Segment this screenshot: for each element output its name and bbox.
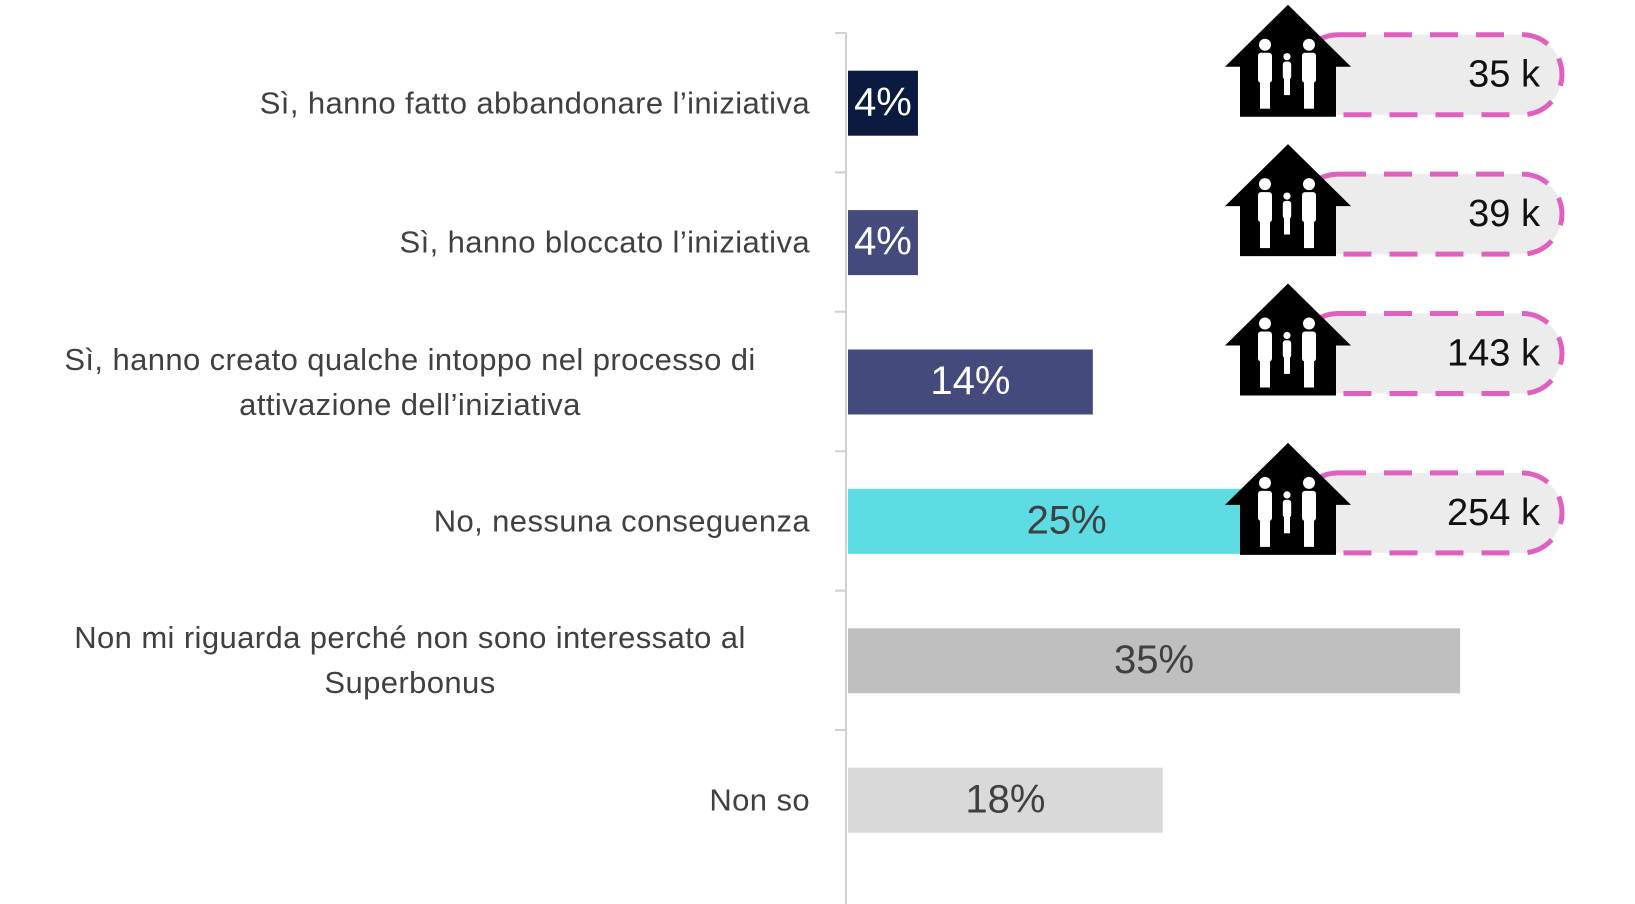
house-roof — [1225, 4, 1351, 117]
person-legs — [1260, 80, 1270, 109]
person-body — [1258, 192, 1272, 223]
person-body — [1302, 192, 1316, 223]
person-body — [1258, 490, 1272, 521]
value-label: 4% — [854, 80, 912, 124]
household-label: 39 k — [1468, 193, 1541, 235]
bar — [848, 70, 918, 136]
person-legs — [1284, 217, 1290, 235]
value-label: 25% — [1027, 498, 1107, 542]
value-label: 18% — [965, 777, 1045, 821]
person-head — [1259, 178, 1271, 191]
category-label: Non so — [709, 782, 810, 818]
value-label: 35% — [1114, 638, 1194, 682]
house-roof — [1225, 283, 1351, 396]
value-label: 4% — [854, 220, 912, 264]
person-body — [1282, 499, 1292, 518]
category-label: No, nessuna conseguenza — [433, 503, 810, 539]
person-body — [1282, 340, 1292, 359]
person-body — [1302, 52, 1316, 83]
person-legs — [1260, 518, 1270, 547]
person-legs — [1304, 359, 1314, 388]
person-body — [1282, 200, 1292, 219]
person-head — [1283, 53, 1291, 61]
household-callout: 35 k — [1225, 4, 1565, 118]
person-legs — [1284, 516, 1290, 534]
person-head — [1283, 331, 1291, 340]
household-callout: 39 k — [1225, 144, 1565, 257]
household-callout: 143 k — [1225, 283, 1565, 396]
person-head — [1303, 38, 1315, 51]
bar — [848, 210, 918, 276]
person-legs — [1260, 220, 1270, 249]
house-roof — [1225, 442, 1351, 555]
person-body — [1302, 490, 1316, 521]
category-label: Sì, hanno creato qualche intoppo nel pro… — [64, 341, 756, 422]
person-legs — [1284, 357, 1290, 374]
person-legs — [1260, 359, 1270, 388]
value-label: 14% — [930, 359, 1010, 403]
person-legs — [1304, 80, 1314, 109]
person-head — [1259, 476, 1271, 489]
person-head — [1283, 491, 1291, 499]
category-label: Non mi riguarda perché non sono interess… — [74, 620, 746, 701]
household-label: 35 k — [1468, 54, 1541, 96]
bar — [848, 488, 1286, 554]
category-label: Sì, hanno bloccato l’iniziativa — [399, 224, 810, 260]
person-head — [1259, 38, 1271, 51]
person-body — [1302, 331, 1316, 362]
person-head — [1283, 192, 1291, 200]
household-label: 254 k — [1447, 492, 1541, 534]
bar — [848, 349, 1093, 415]
bar — [848, 628, 1461, 694]
person-legs — [1304, 518, 1314, 547]
person-head — [1303, 317, 1315, 330]
person-body — [1258, 331, 1272, 362]
person-body — [1258, 52, 1272, 83]
person-legs — [1284, 78, 1290, 96]
person-body — [1282, 61, 1292, 80]
household-label: 143 k — [1447, 333, 1541, 375]
person-head — [1303, 178, 1315, 191]
person-head — [1259, 317, 1271, 330]
person-head — [1303, 476, 1315, 489]
household-callout: 254 k — [1225, 442, 1565, 556]
person-legs — [1304, 220, 1314, 249]
bar — [848, 767, 1163, 833]
house-roof — [1225, 144, 1351, 257]
category-label: Sì, hanno fatto abbandonare l’iniziativa — [259, 85, 810, 121]
